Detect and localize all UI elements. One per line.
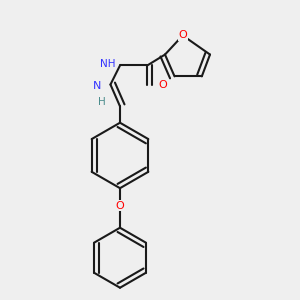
- Text: N: N: [93, 81, 101, 91]
- Text: O: O: [158, 80, 167, 89]
- Text: H: H: [98, 97, 106, 107]
- Text: O: O: [116, 201, 124, 211]
- Text: O: O: [178, 31, 187, 40]
- Text: NH: NH: [100, 59, 116, 69]
